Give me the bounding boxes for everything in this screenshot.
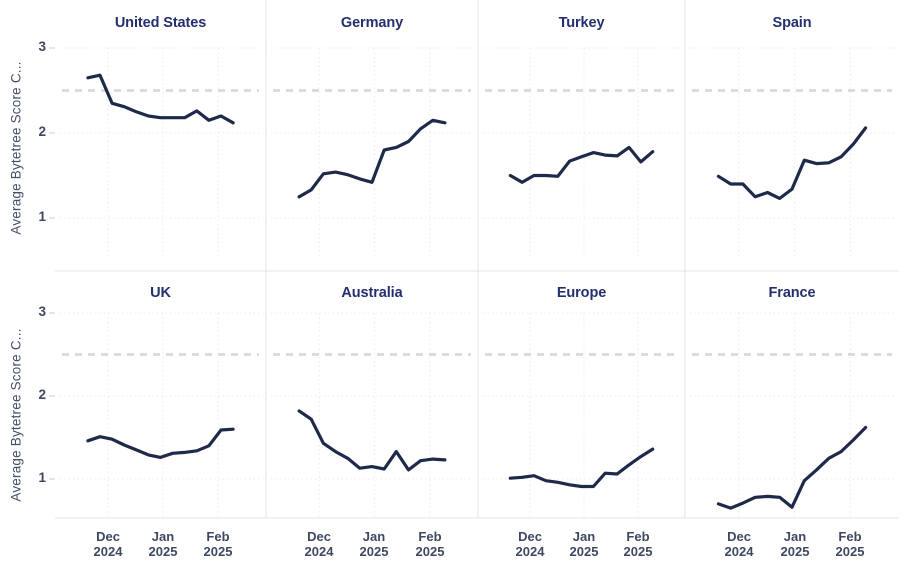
panel-title-germany: Germany <box>340 15 404 31</box>
x-tick-label: Feb 2025 <box>415 529 445 559</box>
x-tick-label: Dec 2024 <box>93 529 123 559</box>
x-tick-label: Jan 2025 <box>148 529 178 559</box>
y-tick-label: 3 <box>38 39 46 54</box>
y-tick-label: 3 <box>38 304 46 319</box>
series-line-france <box>716 425 868 510</box>
panel-title-australia: Australia <box>341 285 403 301</box>
y-tick-label: 1 <box>38 470 46 485</box>
x-tick-label: Jan 2025 <box>359 529 389 559</box>
x-tick-label: Jan 2025 <box>780 529 810 559</box>
panel-title-france: France <box>768 285 816 301</box>
panel-title-uk: UK <box>150 285 171 301</box>
x-tick-label: Feb 2025 <box>623 529 653 559</box>
panel-title-spain: Spain <box>772 15 812 31</box>
y-tick-label: 2 <box>38 124 46 139</box>
y-tick-label: 1 <box>38 209 46 224</box>
panel-title-europe: Europe <box>556 285 607 301</box>
series-line-turkey <box>508 145 655 184</box>
panel-title-turkey: Turkey <box>558 15 605 31</box>
x-tick-label: Feb 2025 <box>203 529 233 559</box>
series-line-united-states <box>86 73 235 125</box>
series-line-germany <box>297 118 447 199</box>
x-tick-label: Feb 2025 <box>835 529 865 559</box>
x-tick-label: Dec 2024 <box>724 529 754 559</box>
x-tick-label: Jan 2025 <box>569 529 599 559</box>
series-line-uk <box>86 427 235 459</box>
y-tick-label: 2 <box>38 387 46 402</box>
panel-title-united-states: United States <box>114 15 207 31</box>
series-line-spain <box>716 126 868 200</box>
series-line-australia <box>297 409 447 472</box>
x-tick-label: Dec 2024 <box>304 529 334 559</box>
series-line-europe <box>508 447 655 489</box>
x-tick-label: Dec 2024 <box>515 529 545 559</box>
